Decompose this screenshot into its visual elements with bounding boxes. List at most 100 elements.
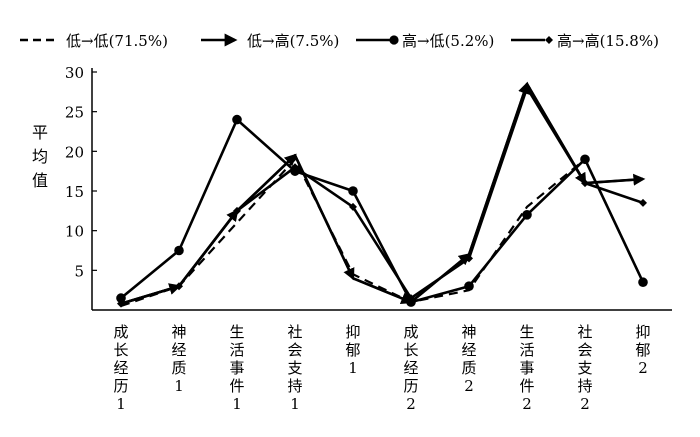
x-tick-label: 神经质 1 xyxy=(171,323,186,395)
series-2 xyxy=(116,114,648,307)
x-tick-label-char: 事 xyxy=(519,359,534,377)
y-tick-label: 20 xyxy=(65,143,84,161)
data-point xyxy=(407,294,415,303)
data-point xyxy=(523,83,531,92)
x-tick-label-char: 历 xyxy=(403,377,418,395)
x-tick-label: 抑郁 1 xyxy=(345,323,360,377)
data-point xyxy=(233,206,241,215)
data-point xyxy=(465,254,473,263)
x-tick-label-char: 神 xyxy=(461,323,476,341)
legend-label: 高→高(15.8%) xyxy=(557,32,659,50)
data-point xyxy=(291,163,299,172)
x-tick-label: 生活事件 2 xyxy=(519,323,534,413)
x-tick-label: 社会支持 1 xyxy=(287,323,302,413)
x-tick-label-char: 抑 xyxy=(345,323,360,341)
x-tick-label-char: 事 xyxy=(229,359,244,377)
data-point xyxy=(581,179,589,188)
data-point xyxy=(580,154,590,165)
x-tick-label-char: 经 xyxy=(171,341,186,359)
y-tick-label: 25 xyxy=(65,104,84,122)
x-tick-label-char: 经 xyxy=(403,359,418,377)
x-tick-label-char: 2 xyxy=(464,377,474,395)
x-tick-label-char: 生 xyxy=(519,323,534,341)
series-line xyxy=(120,82,644,305)
x-tick-label: 神经质 2 xyxy=(461,323,476,395)
x-tick-label-char: 支 xyxy=(577,359,592,377)
x-tick-label-char: 活 xyxy=(519,341,534,359)
x-tick-label-char: 经 xyxy=(461,341,476,359)
x-tick-label-char: 1 xyxy=(116,395,126,413)
x-tick-label-char: 成 xyxy=(403,323,418,341)
data-point xyxy=(174,245,184,256)
x-tick-label-char: 社 xyxy=(287,323,302,341)
x-tick-label-char: 会 xyxy=(577,341,592,359)
series-0 xyxy=(120,158,644,308)
y-tick-label: 5 xyxy=(74,262,84,280)
x-tick-label-char: 持 xyxy=(287,377,302,395)
x-tick-label-char: 郁 xyxy=(345,341,360,359)
x-tick-label-char: 长 xyxy=(403,341,418,359)
x-tick-label-char: 社 xyxy=(577,323,592,341)
x-tick-label-char: 经 xyxy=(113,359,128,377)
legend-label: 高→低(5.2%) xyxy=(402,32,494,50)
legend-item: 低→高(7.5%) xyxy=(201,32,339,50)
x-tick-label: 成长经历 2 xyxy=(403,323,418,413)
x-tick-label-char: 长 xyxy=(113,341,128,359)
legend-item: 高→低(5.2%) xyxy=(356,32,494,50)
y-axis-label-char: 均 xyxy=(32,147,48,166)
y-axis-label-char: 平 xyxy=(32,123,48,142)
x-tick-label-char: 质 xyxy=(461,359,476,377)
series-arrow-segment xyxy=(236,153,297,212)
data-point xyxy=(522,210,532,220)
x-tick-label-char: 郁 xyxy=(635,341,650,359)
x-tick-label-char: 1 xyxy=(290,395,300,413)
y-tick-label: 30 xyxy=(65,64,84,82)
x-tick-label-char: 支 xyxy=(287,359,302,377)
legend-marker xyxy=(389,35,399,45)
data-point xyxy=(117,299,125,308)
data-point xyxy=(639,198,647,207)
legend-item: 高→高(15.8%) xyxy=(511,32,659,50)
series-arrow-segment xyxy=(352,277,414,304)
series-1 xyxy=(120,81,646,305)
data-point xyxy=(349,202,357,211)
chart-series-layer xyxy=(116,81,648,308)
data-point xyxy=(232,114,242,125)
legend-label: 低→低(71.5%) xyxy=(66,32,168,50)
chart-legend: 低→低(71.5%) 低→高(7.5%) 高→低(5.2%) 高→高(15.8%) xyxy=(20,32,659,50)
y-axis-label-char: 值 xyxy=(32,171,48,190)
legend-marker xyxy=(545,36,553,44)
x-tick-label-char: 持 xyxy=(577,377,592,395)
x-tick-label-char: 质 xyxy=(171,359,186,377)
x-tick-label-char: 成 xyxy=(113,323,128,341)
series-line xyxy=(120,86,644,305)
data-point xyxy=(348,186,358,196)
x-tick-label-char: 1 xyxy=(174,377,184,395)
x-tick-label-char: 2 xyxy=(406,395,416,413)
y-tick-label: 10 xyxy=(65,223,84,241)
data-point xyxy=(116,293,126,303)
x-tick-label-char: 生 xyxy=(229,323,244,341)
x-tick-label-char: 件 xyxy=(519,377,534,395)
x-tick-label-char: 2 xyxy=(522,395,532,413)
y-axis-label: 平均值 xyxy=(32,123,48,190)
x-tick-label-char: 历 xyxy=(113,377,128,395)
series-3 xyxy=(117,83,647,308)
x-tick-label-char: 2 xyxy=(580,395,590,413)
x-tick-label: 生活事件 1 xyxy=(229,323,244,413)
legend-item: 低→低(71.5%) xyxy=(20,32,168,50)
x-tick-label-char: 1 xyxy=(348,359,358,377)
x-tick-label: 抑郁 2 xyxy=(635,323,650,377)
data-point xyxy=(175,282,183,291)
y-tick-label: 15 xyxy=(65,183,84,201)
x-tick-label-char: 2 xyxy=(638,359,648,377)
data-point xyxy=(638,277,648,288)
legend-label: 低→高(7.5%) xyxy=(247,32,339,50)
x-tick-label: 成长经历 1 xyxy=(113,323,128,413)
data-point xyxy=(464,281,474,292)
x-tick-label-char: 活 xyxy=(229,341,244,359)
x-tick-label-char: 件 xyxy=(229,377,244,395)
